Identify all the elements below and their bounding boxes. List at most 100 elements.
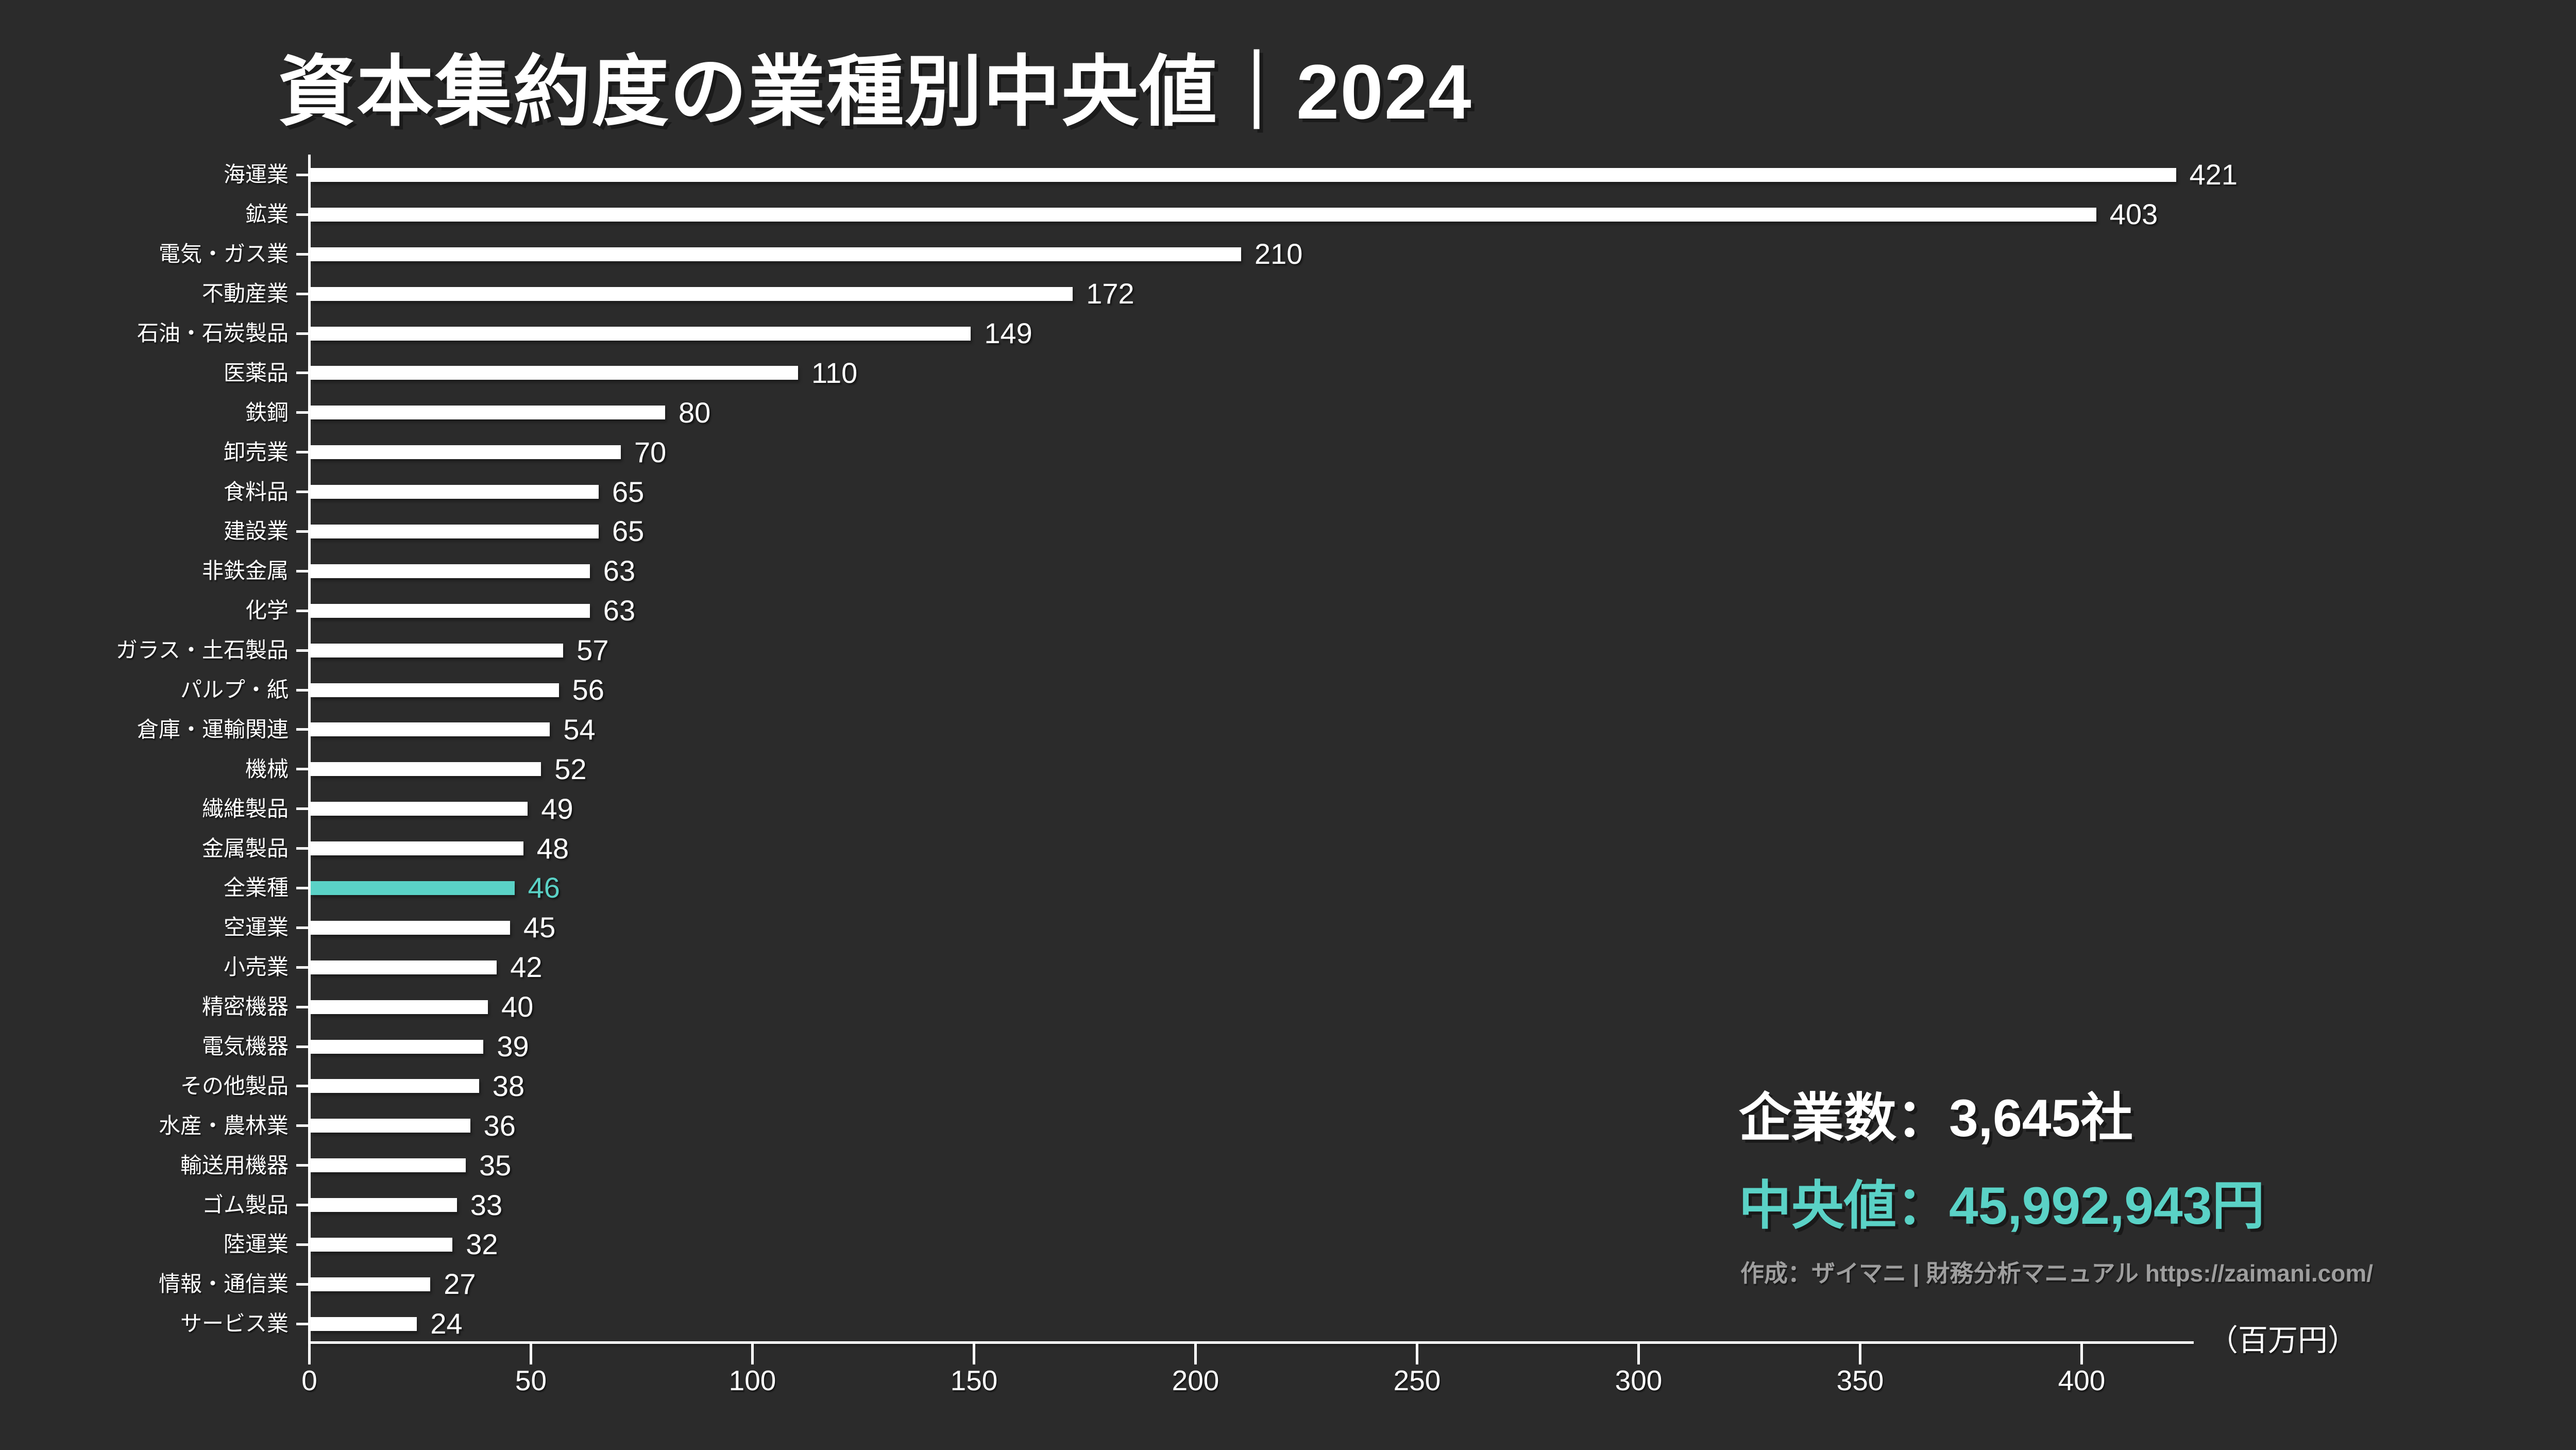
value-label: 80: [679, 396, 711, 429]
bar: [311, 286, 1073, 301]
y-axis-tick: [296, 847, 308, 850]
category-label: 電気機器: [201, 1034, 289, 1059]
bar: [311, 1039, 484, 1054]
bar-row: ガラス・土石製品 57: [0, 631, 2576, 670]
category-label: 情報・通信業: [158, 1272, 289, 1296]
category-label: ゴム製品: [201, 1192, 289, 1217]
x-axis-tick-label: 50: [515, 1364, 547, 1396]
x-axis-tick-label: 400: [2058, 1364, 2106, 1396]
value-label: 421: [2189, 158, 2238, 191]
bar-row: 機械 52: [0, 749, 2576, 789]
category-label: サービス業: [180, 1311, 289, 1336]
x-axis-tick-label: 100: [728, 1364, 776, 1396]
value-label: 48: [536, 832, 569, 865]
bar-row: 卸売業 70: [0, 432, 2576, 472]
y-axis-tick: [296, 1164, 308, 1167]
category-label: 陸運業: [223, 1232, 289, 1257]
bar-row: 全業種 46: [0, 868, 2576, 908]
category-label: 非鉄金属: [201, 559, 289, 583]
bar: [311, 762, 541, 777]
value-label: 210: [1255, 238, 1303, 271]
bar-row: 空運業 45: [0, 908, 2576, 948]
value-label: 70: [634, 435, 667, 468]
y-axis-tick: [296, 1045, 308, 1048]
value-label: 49: [541, 792, 573, 825]
bar: [311, 406, 665, 420]
category-label: 不動産業: [201, 281, 289, 306]
y-axis-tick: [296, 688, 308, 692]
bar-row: 電気・ガス業 210: [0, 234, 2576, 274]
y-axis-tick: [296, 807, 308, 811]
y-axis-tick: [296, 768, 308, 771]
bar: [311, 1237, 453, 1252]
bar: [311, 841, 523, 856]
value-label: 33: [470, 1188, 503, 1221]
x-axis-tick-label: 200: [1172, 1364, 1219, 1396]
bar-row: 電気機器 39: [0, 1027, 2576, 1067]
bar: [311, 1119, 470, 1133]
y-axis-tick: [296, 372, 308, 375]
value-label: 45: [523, 911, 556, 944]
bar-row: 食料品 65: [0, 472, 2576, 512]
bar-row: 繊維製品 49: [0, 789, 2576, 829]
category-label: 海運業: [223, 162, 289, 187]
category-label: その他製品: [180, 1073, 289, 1098]
bar: [311, 643, 564, 657]
x-axis-line: [308, 1341, 2194, 1344]
value-label: 38: [492, 1069, 525, 1102]
x-axis-tick-label: 350: [1836, 1364, 1884, 1396]
chart-title: 資本集約度の業種別中央値｜2024: [278, 48, 1472, 135]
x-axis-tick-label: 300: [1615, 1364, 1663, 1396]
y-axis-tick: [296, 213, 308, 216]
value-label: 52: [554, 752, 587, 785]
bar: [311, 920, 510, 935]
value-label: 36: [483, 1109, 516, 1142]
y-axis-tick: [296, 1322, 308, 1325]
bar: [311, 247, 1241, 261]
bar: [311, 1198, 457, 1212]
y-axis-tick: [296, 728, 308, 731]
bar-row: 鉄鋼 80: [0, 393, 2576, 432]
bar: [311, 683, 559, 697]
bar: [311, 881, 515, 895]
value-label: 42: [510, 951, 543, 984]
category-label: 機械: [245, 756, 289, 781]
value-label: 35: [479, 1149, 512, 1182]
value-label: 110: [811, 356, 858, 389]
category-label: 医薬品: [223, 360, 289, 385]
y-axis-tick: [296, 252, 308, 256]
bar-rows: 海運業 421 鉱業 403 電気・ガス業 210 不動産業 172 石油・石炭…: [0, 155, 2576, 1344]
bar: [311, 485, 599, 499]
x-axis-tick: [1416, 1344, 1418, 1364]
bar: [311, 1000, 488, 1014]
y-axis-tick: [296, 1283, 308, 1286]
bar-row: 医薬品 110: [0, 353, 2576, 393]
y-axis-tick: [296, 569, 308, 572]
bar: [311, 207, 2096, 222]
y-axis-tick: [296, 1124, 308, 1127]
x-axis-tick: [308, 1344, 311, 1364]
bar: [311, 960, 497, 974]
x-axis-tick: [1859, 1344, 1861, 1364]
x-axis-tick: [2080, 1344, 2083, 1364]
bar: [311, 564, 590, 578]
x-axis-tick-label: 150: [950, 1364, 998, 1396]
value-label: 65: [612, 515, 645, 548]
category-label: 食料品: [223, 479, 289, 504]
category-label: 空運業: [223, 915, 289, 940]
y-axis-tick: [296, 1243, 308, 1246]
bar: [311, 326, 971, 341]
category-label: ガラス・土石製品: [115, 638, 289, 663]
y-axis-tick: [296, 886, 308, 889]
value-label: 172: [1086, 277, 1134, 310]
x-axis-unit-label: （百万円）: [2208, 1324, 2358, 1357]
x-axis-tick: [530, 1344, 532, 1364]
bar-row: 鉱業 403: [0, 195, 2576, 234]
y-axis-line: [308, 155, 311, 1344]
category-label: 建設業: [223, 519, 289, 544]
bar: [311, 1277, 431, 1291]
median-value-stat: 中央値：45,992,943円: [1739, 1176, 2265, 1235]
bar: [311, 1079, 479, 1093]
value-label: 149: [984, 317, 1032, 349]
